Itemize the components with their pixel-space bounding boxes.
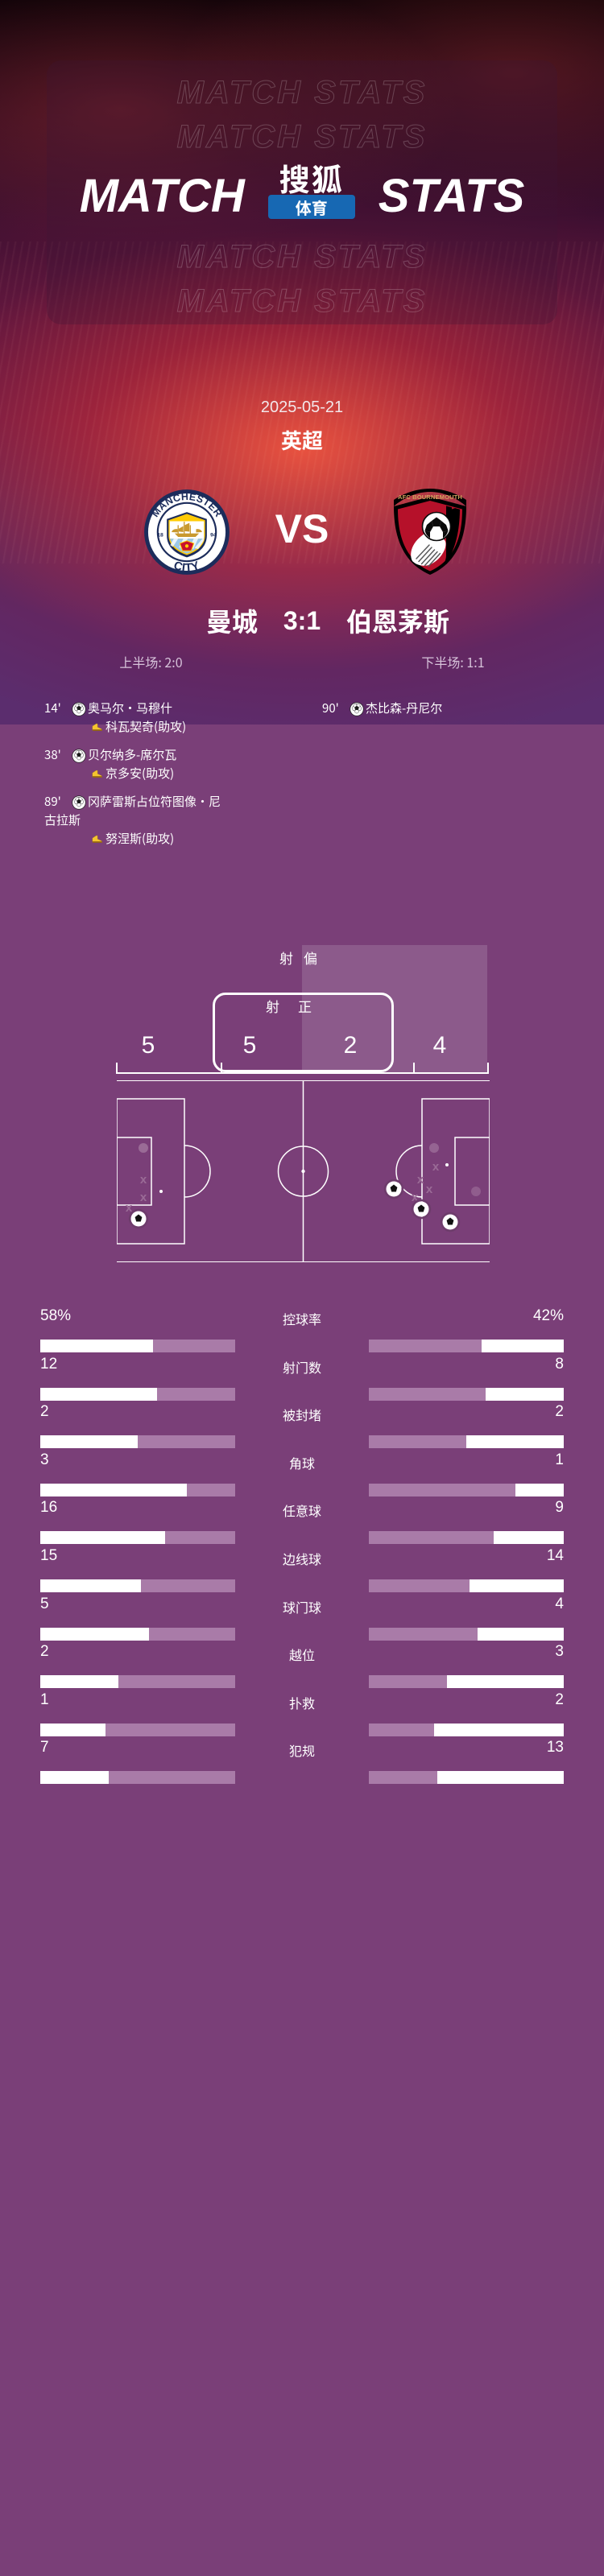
svg-text:x: x: [432, 1160, 440, 1174]
svg-text:x: x: [426, 1183, 433, 1196]
svg-text:x: x: [140, 1173, 147, 1187]
svg-text:x: x: [417, 1173, 424, 1187]
svg-text:AFC BOURNEMOUTH: AFC BOURNEMOUTH: [398, 493, 462, 501]
svg-text:x: x: [140, 1191, 147, 1204]
